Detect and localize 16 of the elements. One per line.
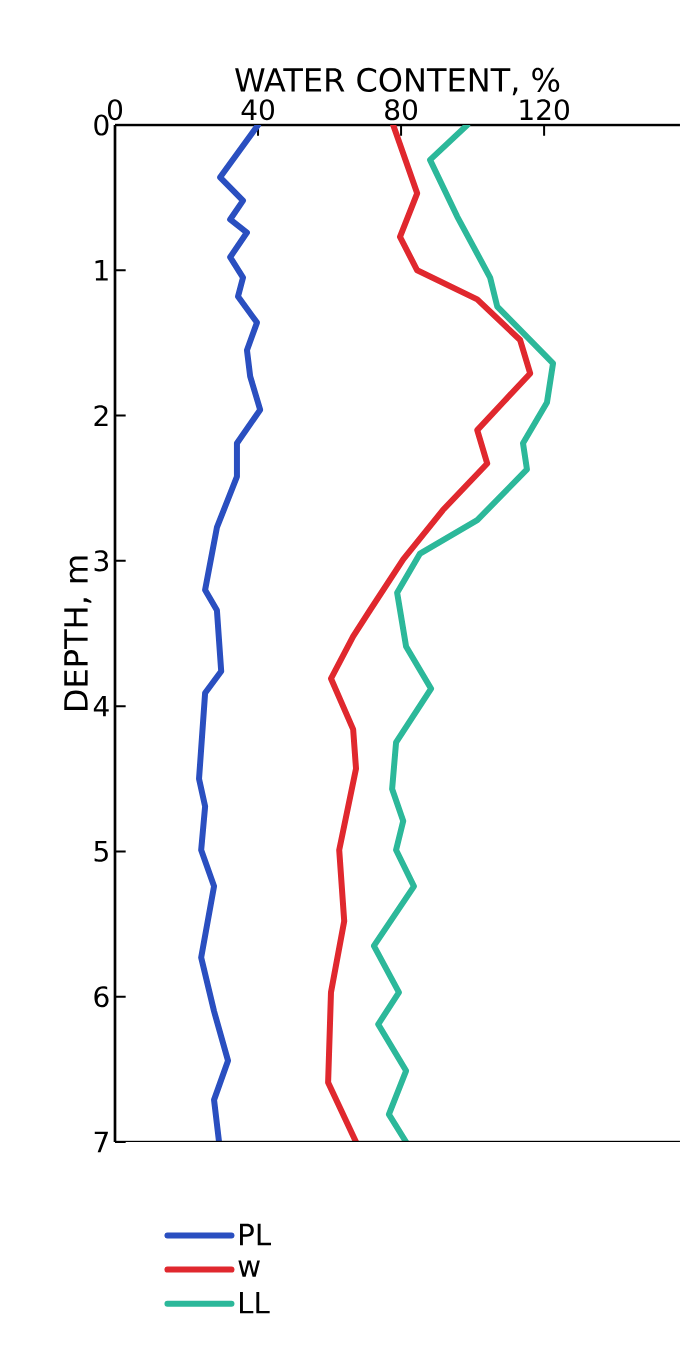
y-tick-label: 3 (94, 550, 109, 572)
x-tick-label: 80 (385, 99, 418, 121)
legend-label: PL (240, 1223, 271, 1246)
y-tick-label: 4 (93, 695, 109, 717)
x-tick-label: 120 (520, 99, 569, 121)
y-axis-title: DEPTH, m (64, 556, 92, 711)
y-tick-label: 6 (94, 986, 109, 1008)
x-axis-title: WATER CONTENT, % (235, 67, 560, 96)
legend-label: LL (240, 1291, 270, 1314)
y-tick-label: 0 (94, 114, 109, 136)
y-tick-label: 7 (94, 1131, 108, 1153)
legend-label: w (238, 1260, 260, 1277)
y-tick-label: 2 (94, 405, 108, 426)
x-tick-label: 40 (241, 99, 274, 121)
y-tick-label: 5 (94, 841, 108, 862)
y-tick-label: 1 (95, 260, 108, 281)
